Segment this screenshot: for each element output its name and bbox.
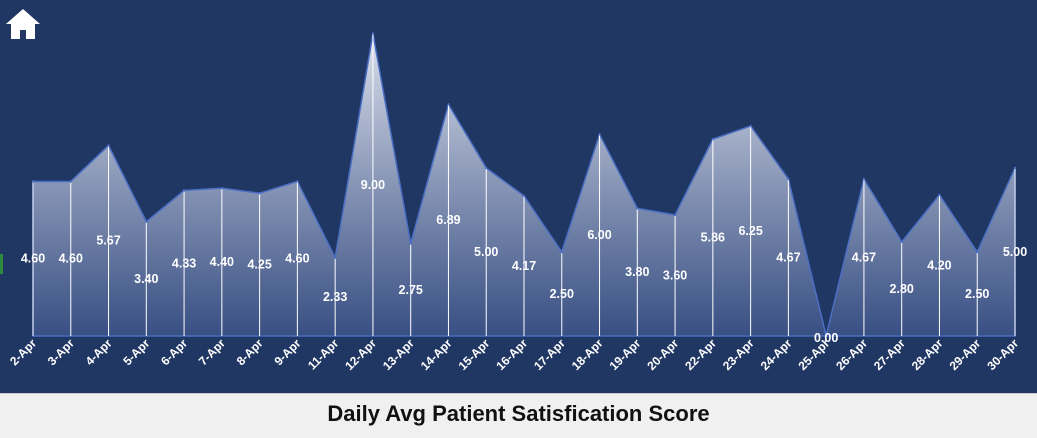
x-tick-label: 15-Apr <box>456 336 493 373</box>
x-tick-label: 11-Apr <box>305 336 342 373</box>
data-point <box>220 186 224 190</box>
x-tick-label: 14-Apr <box>418 336 455 373</box>
data-label: 0.00 <box>814 331 838 345</box>
area-chart: 4.60 4.60 5.67 3.40 4.33 4.40 4.25 4.60 2.33 9.00… <box>7 32 1027 373</box>
data-point <box>636 207 639 210</box>
x-tick-label: 4-Apr <box>83 336 115 368</box>
drop-lines-layer <box>31 32 1017 338</box>
x-tick-label: 20-Apr <box>644 336 681 373</box>
data-point <box>333 256 337 259</box>
x-tick-label: 12-Apr <box>342 336 379 373</box>
data-point <box>107 144 110 147</box>
data-label: 2.50 <box>965 287 989 301</box>
data-point <box>182 189 186 192</box>
x-tick-label: 13-Apr <box>380 336 417 373</box>
data-labels-layer: 4.60 4.60 5.67 3.40 4.33 4.40 4.25 4.60 2.33 9.00… <box>21 178 1027 345</box>
data-label: 2.80 <box>890 282 914 296</box>
data-label: 5.67 <box>96 234 120 248</box>
data-point <box>900 240 903 244</box>
x-axis-tick-labels: 2-Apr 3-Apr 4-Apr 5-Apr 6-Apr 7-Apr 8-Apr 9-Apr… <box>7 336 1021 373</box>
data-label: 9.00 <box>361 178 385 192</box>
x-tick-label: 23-Apr <box>720 336 757 373</box>
data-label: 4.60 <box>21 252 45 266</box>
data-label: 4.67 <box>852 251 876 265</box>
x-tick-label: 27-Apr <box>871 336 908 373</box>
chart-area: 4.60 4.60 5.67 3.40 4.33 4.40 4.25 4.60 2.33 9.00… <box>0 0 1037 394</box>
data-point <box>31 180 35 183</box>
data-point <box>711 137 715 141</box>
data-point <box>1013 166 1017 170</box>
area-fill-layer <box>32 33 1016 337</box>
edge-marker <box>0 254 3 274</box>
data-label: 4.25 <box>247 258 271 272</box>
data-label: 4.60 <box>285 252 309 266</box>
data-point <box>409 242 412 245</box>
data-label: 2.50 <box>550 287 574 301</box>
x-tick-label: 28-Apr <box>909 336 946 373</box>
data-point <box>560 250 563 254</box>
x-tick-label: 2-Apr <box>7 336 39 368</box>
x-tick-label: 24-Apr <box>758 336 795 373</box>
data-label: 6.25 <box>738 224 762 238</box>
area-series <box>32 33 1016 337</box>
data-label: 5.86 <box>701 231 725 245</box>
data-point <box>862 177 866 181</box>
x-tick-label: 6-Apr <box>158 336 190 368</box>
x-tick-label: 7-Apr <box>196 336 228 368</box>
x-tick-label: 18-Apr <box>569 336 606 373</box>
x-tick-label: 9-Apr <box>271 336 303 368</box>
x-tick-label: 5-Apr <box>120 336 152 368</box>
data-point <box>824 334 828 338</box>
home-button[interactable] <box>4 6 42 42</box>
data-label: 3.60 <box>663 269 687 283</box>
data-label: 2.33 <box>323 290 347 304</box>
data-point <box>69 180 72 183</box>
data-label: 4.67 <box>776 251 800 265</box>
data-point <box>673 213 677 217</box>
data-point <box>522 194 526 198</box>
data-point <box>485 166 488 170</box>
data-point <box>258 192 261 195</box>
x-tick-label: 29-Apr <box>947 336 984 373</box>
data-label: 4.17 <box>512 259 536 273</box>
x-tick-label: 30-Apr <box>984 336 1021 373</box>
data-label: 5.00 <box>474 245 498 259</box>
data-label: 4.60 <box>59 252 83 266</box>
data-point <box>447 103 450 106</box>
data-label: 3.80 <box>625 265 649 279</box>
data-label: 4.40 <box>210 255 234 269</box>
x-tick-label: 22-Apr <box>682 336 719 373</box>
data-label: 4.20 <box>927 258 951 272</box>
data-point <box>938 193 941 197</box>
data-point <box>787 177 790 181</box>
x-tick-label: 19-Apr <box>607 336 644 373</box>
data-point <box>371 32 375 35</box>
x-tick-label: 17-Apr <box>531 336 568 373</box>
data-label: 5.00 <box>1003 245 1027 259</box>
home-icon <box>6 9 40 39</box>
data-point <box>976 250 979 254</box>
chart-title: Daily Avg Patient Satisfication Score <box>327 401 710 426</box>
data-point <box>598 133 601 136</box>
data-point <box>749 124 752 128</box>
data-point <box>296 180 299 183</box>
x-tick-label: 16-Apr <box>493 336 530 373</box>
data-label: 2.75 <box>399 283 423 297</box>
data-label: 4.33 <box>172 256 196 270</box>
data-label: 6.89 <box>436 213 460 227</box>
x-tick-label: 8-Apr <box>234 336 266 368</box>
data-point <box>145 220 148 223</box>
data-label: 3.40 <box>134 272 158 286</box>
data-label: 6.00 <box>587 228 611 242</box>
x-tick-label: 26-Apr <box>833 336 870 373</box>
x-tick-label: 3-Apr <box>45 336 77 368</box>
